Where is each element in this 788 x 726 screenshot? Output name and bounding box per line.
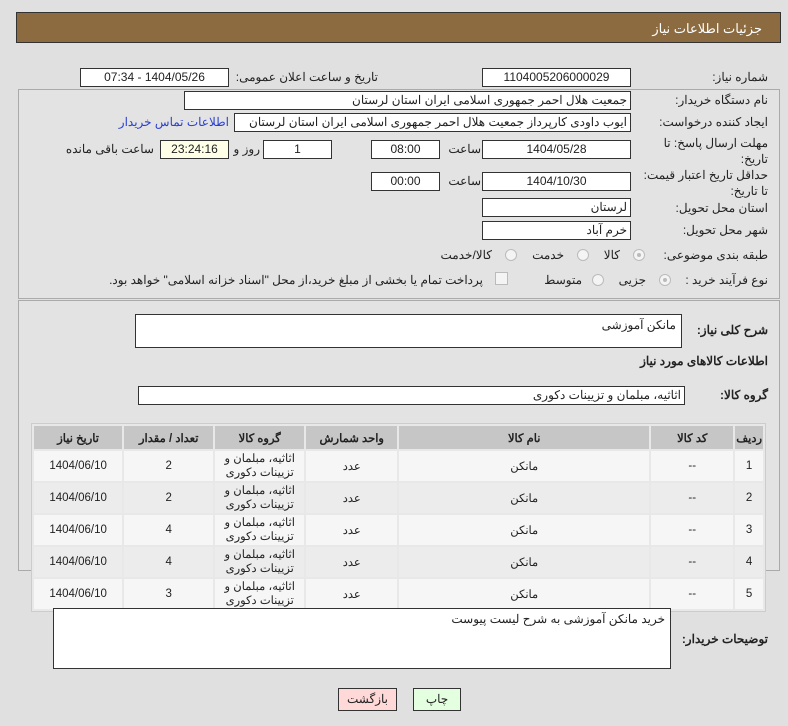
col-code: کد کالا	[651, 426, 734, 449]
validity-time-field[interactable]: 00:00	[371, 172, 440, 191]
cell-need-date: 1404/06/10	[34, 515, 123, 545]
days-label: روز و	[233, 142, 260, 156]
need-number-field[interactable]: 1104005206000029	[482, 68, 631, 87]
payment-note: پرداخت تمام یا بخشی از مبلغ خرید،از محل …	[109, 273, 483, 287]
deadline-time-field[interactable]: 08:00	[371, 140, 440, 159]
deadline-time-label: ساعت	[448, 142, 481, 156]
cell-goods-group: اثاثیه، مبلمان و تزیینات دکوری	[215, 483, 305, 513]
cell-need-date: 1404/06/10	[34, 483, 123, 513]
cell-row-number: 4	[735, 547, 763, 577]
cell-quantity: 3	[124, 579, 214, 609]
notes-textarea[interactable]: خرید مانکن آموزشی به شرح لیست پیوست	[53, 608, 671, 669]
table-row: 5 -- مانکن عدد اثاثیه، مبلمان و تزیینات دکور…	[34, 579, 763, 609]
days-field[interactable]: 1	[263, 140, 332, 159]
purchase-option-minor: جزیی	[618, 273, 646, 287]
purchase-radio-medium[interactable]	[592, 274, 604, 286]
table-row: 1 -- مانکن عدد اثاثیه، مبلمان و تزیینات دکور…	[34, 451, 763, 481]
print-button[interactable]: چاپ	[413, 688, 461, 711]
cell-quantity: 2	[124, 451, 214, 481]
cell-unit: عدد	[306, 579, 398, 609]
cell-quantity: 2	[124, 483, 214, 513]
cell-goods-group: اثاثیه، مبلمان و تزیینات دکوری	[215, 451, 305, 481]
deadline-label: مهلت ارسال پاسخ: تا تاریخ:	[663, 136, 768, 166]
buyer-label: نام دستگاه خریدار:	[675, 93, 768, 107]
cell-goods-group: اثاثیه، مبلمان و تزیینات دکوری	[215, 579, 305, 609]
buyer-field[interactable]: جمعیت هلال احمر جمهوری اسلامی ایران استا…	[184, 91, 631, 110]
cell-goods-code: --	[651, 547, 734, 577]
cell-need-date: 1404/06/10	[34, 547, 123, 577]
purchase-type-label: نوع فرآیند خرید :	[685, 273, 768, 287]
group-label: گروه کالا:	[720, 388, 768, 402]
cell-row-number: 5	[735, 579, 763, 609]
validity-label: حداقل تاریخ اعتبار قیمت: تا تاریخ:	[643, 168, 768, 198]
page-title: جزئیات اطلاعات نیاز	[652, 21, 762, 36]
cell-goods-code: --	[651, 515, 734, 545]
cell-goods-code: --	[651, 579, 734, 609]
table-row: 4 -- مانکن عدد اثاثیه، مبلمان و تزیینات دکور…	[34, 547, 763, 577]
category-option-goods: کالا	[603, 248, 620, 262]
goods-table: ردیف کد کالا نام کالا واحد شمارش گروه کا…	[31, 423, 766, 612]
cell-goods-name: مانکن	[399, 451, 650, 481]
category-radio-goods[interactable]	[633, 249, 645, 261]
cell-unit: عدد	[306, 547, 398, 577]
category-radio-service[interactable]	[577, 249, 589, 261]
table-row: 2 -- مانکن عدد اثاثیه، مبلمان و تزیینات دکور…	[34, 483, 763, 513]
city-field[interactable]: خرم آباد	[482, 221, 631, 240]
group-field[interactable]: اثاثیه، مبلمان و تزیینات دکوری	[138, 386, 685, 405]
col-name: نام کالا	[399, 426, 650, 449]
cell-unit: عدد	[306, 483, 398, 513]
summary-textarea[interactable]: مانکن آموزشی	[135, 314, 682, 348]
col-date: تاریخ نیاز	[34, 426, 123, 449]
category-option-both: کالا/خدمت	[440, 248, 492, 262]
notes-label: توضیحات خریدار:	[681, 632, 768, 646]
cell-goods-group: اثاثیه، مبلمان و تزیینات دکوری	[215, 515, 305, 545]
col-row: ردیف	[735, 426, 763, 449]
cell-unit: عدد	[306, 515, 398, 545]
cell-need-date: 1404/06/10	[34, 579, 123, 609]
cell-need-date: 1404/06/10	[34, 451, 123, 481]
province-label: استان محل تحویل:	[675, 201, 768, 215]
announce-label: تاریخ و ساعت اعلان عمومی:	[235, 70, 378, 84]
summary-label: شرح کلی نیاز:	[696, 323, 768, 337]
col-unit: واحد شمارش	[306, 426, 398, 449]
goods-heading: اطلاعات کالاهای مورد نیاز	[640, 354, 768, 368]
creator-label: ایجاد کننده درخواست:	[659, 115, 768, 129]
cell-goods-name: مانکن	[399, 579, 650, 609]
category-radio-both[interactable]	[505, 249, 517, 261]
cell-unit: عدد	[306, 451, 398, 481]
contact-buyer-link[interactable]: اطلاعات تماس خریدار	[118, 115, 229, 129]
cell-quantity: 4	[124, 515, 214, 545]
purchase-option-medium: متوسط	[544, 273, 582, 287]
cell-goods-name: مانکن	[399, 515, 650, 545]
need-number-label: شماره نیاز:	[712, 70, 768, 84]
validity-date-field[interactable]: 1404/10/30	[482, 172, 631, 191]
cell-goods-code: --	[651, 451, 734, 481]
table-row: 3 -- مانکن عدد اثاثیه، مبلمان و تزیینات دکور…	[34, 515, 763, 545]
validity-time-label: ساعت	[448, 174, 481, 188]
cell-goods-name: مانکن	[399, 547, 650, 577]
remaining-time-field: 23:24:16	[160, 140, 229, 159]
cell-quantity: 4	[124, 547, 214, 577]
cell-row-number: 3	[735, 515, 763, 545]
creator-field[interactable]: ایوب داودی کارپرداز جمعیت هلال احمر جمهو…	[234, 113, 631, 132]
back-button[interactable]: بازگشت	[338, 688, 397, 711]
cell-row-number: 2	[735, 483, 763, 513]
treasury-checkbox[interactable]	[495, 272, 508, 285]
province-field[interactable]: لرستان	[482, 198, 631, 217]
deadline-date-field[interactable]: 1404/05/28	[482, 140, 631, 159]
remaining-label: ساعت باقی مانده	[65, 142, 154, 156]
category-option-service: خدمت	[532, 248, 564, 262]
cell-goods-group: اثاثیه، مبلمان و تزیینات دکوری	[215, 547, 305, 577]
cell-row-number: 1	[735, 451, 763, 481]
col-group: گروه کالا	[215, 426, 305, 449]
category-label: طبقه بندی موضوعی:	[663, 248, 768, 262]
cell-goods-name: مانکن	[399, 483, 650, 513]
page-header: جزئیات اطلاعات نیاز	[16, 12, 781, 43]
city-label: شهر محل تحویل:	[682, 223, 768, 237]
announce-field[interactable]: 1404/05/26 - 07:34	[80, 68, 229, 87]
col-qty: تعداد / مقدار	[124, 426, 214, 449]
cell-goods-code: --	[651, 483, 734, 513]
purchase-radio-minor[interactable]	[659, 274, 671, 286]
